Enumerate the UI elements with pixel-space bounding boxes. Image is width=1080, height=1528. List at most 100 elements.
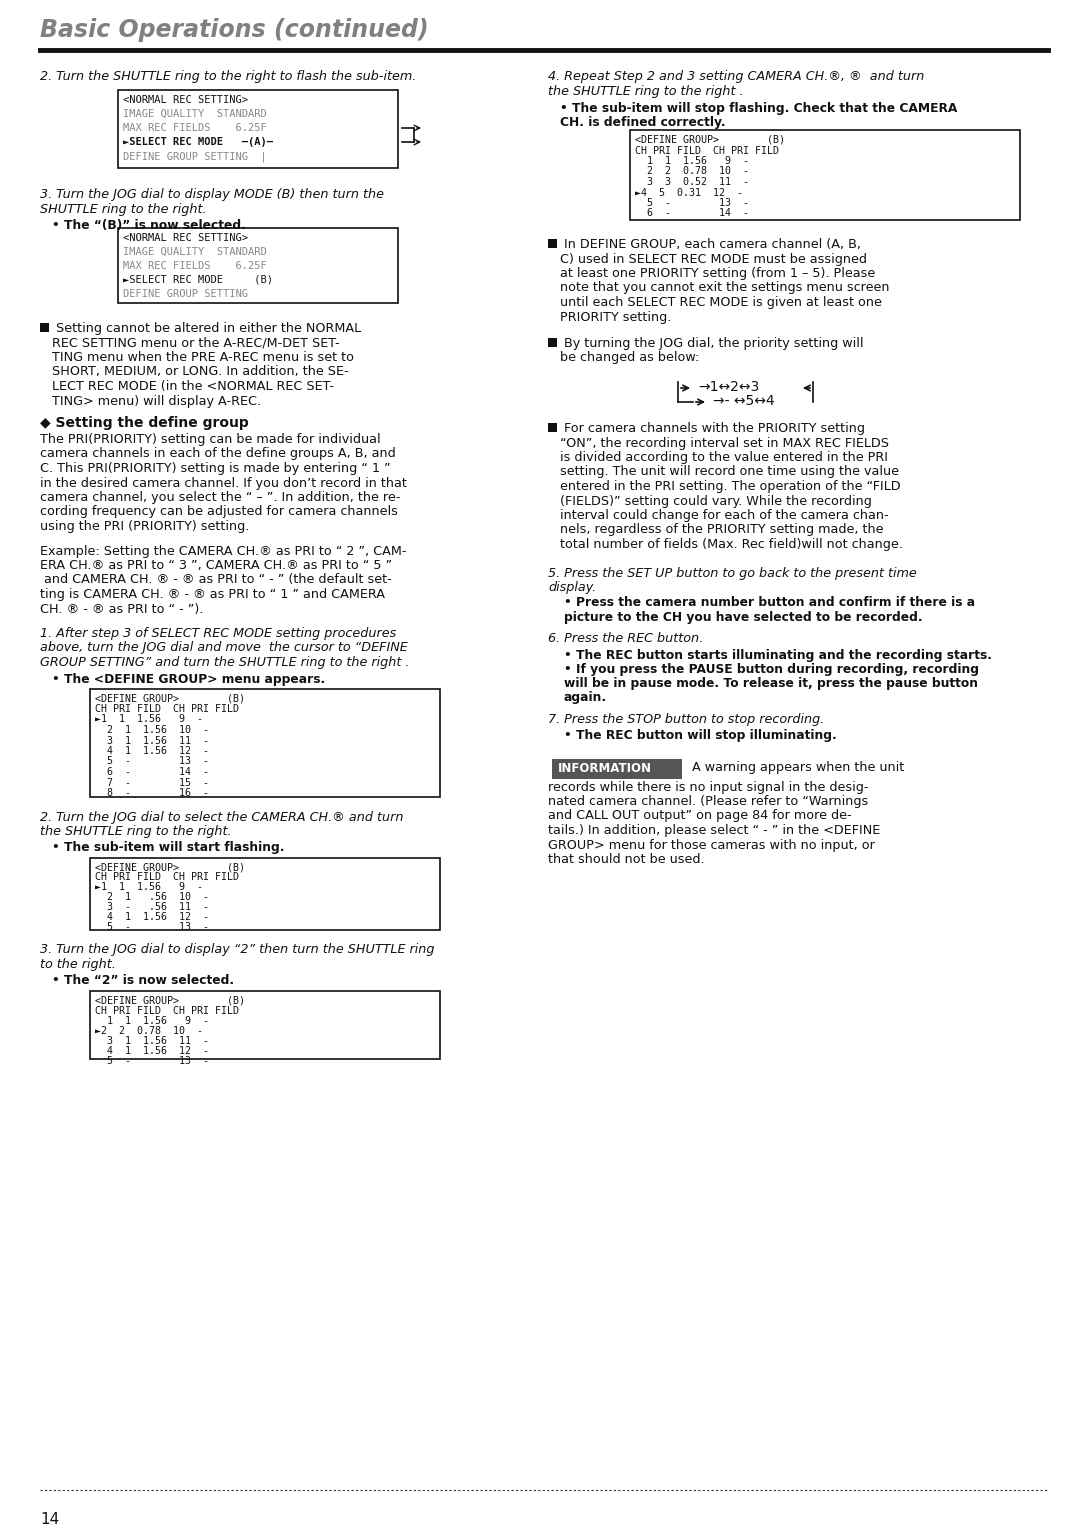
Text: 4  1  1.56  12  -: 4 1 1.56 12 - (95, 1045, 210, 1056)
Text: • The sub-item will start flashing.: • The sub-item will start flashing. (52, 842, 284, 854)
Text: at least one PRIORITY setting (from 1 – 5). Please: at least one PRIORITY setting (from 1 – … (561, 267, 875, 280)
Text: SHUTTLE ring to the right.: SHUTTLE ring to the right. (40, 203, 206, 215)
Text: 6. Press the REC button.: 6. Press the REC button. (548, 633, 703, 645)
Text: <DEFINE GROUP>        (B): <DEFINE GROUP> (B) (635, 134, 785, 145)
Text: Example: Setting the CAMERA CH.® as PRI to “ 2 ”, CAM-: Example: Setting the CAMERA CH.® as PRI … (40, 544, 406, 558)
Text: • The <DEFINE GROUP> menu appears.: • The <DEFINE GROUP> menu appears. (52, 672, 325, 686)
Text: CH. ® - ® as PRI to “ - ”).: CH. ® - ® as PRI to “ - ”). (40, 602, 203, 616)
Text: 4  1  1.56  12  -: 4 1 1.56 12 - (95, 912, 210, 923)
Bar (548, 338, 557, 347)
Text: “ON”, the recording interval set in MAX REC FIELDS: “ON”, the recording interval set in MAX … (561, 437, 889, 449)
Bar (548, 423, 557, 432)
Text: 5  -        13  -: 5 - 13 - (95, 1056, 210, 1065)
Text: 1  1  1.56   9  -: 1 1 1.56 9 - (635, 156, 750, 167)
Text: IMAGE QUALITY  STANDARD: IMAGE QUALITY STANDARD (123, 108, 267, 119)
Text: C. This PRI(PRIORITY) setting is made by entering “ 1 ”: C. This PRI(PRIORITY) setting is made by… (40, 461, 391, 475)
Text: until each SELECT REC MODE is given at least one: until each SELECT REC MODE is given at l… (561, 296, 882, 309)
Text: TING> menu) will display A-REC.: TING> menu) will display A-REC. (52, 394, 261, 408)
Text: 5  -        13  -: 5 - 13 - (635, 199, 750, 208)
Text: 5  -        13  -: 5 - 13 - (95, 923, 210, 932)
Text: ting is CAMERA CH. ® - ® as PRI to “ 1 ” and CAMERA: ting is CAMERA CH. ® - ® as PRI to “ 1 ”… (40, 588, 384, 601)
Text: SHORT, MEDIUM, or LONG. In addition, the SE-: SHORT, MEDIUM, or LONG. In addition, the… (52, 365, 349, 379)
Text: 6  -        14  -: 6 - 14 - (95, 767, 210, 778)
Text: <NORMAL REC SETTING>: <NORMAL REC SETTING> (123, 95, 248, 105)
Text: 4  1  1.56  12  -: 4 1 1.56 12 - (95, 746, 210, 756)
Text: ◆ Setting the define group: ◆ Setting the define group (40, 416, 248, 429)
Text: MAX REC FIELDS    6.25F: MAX REC FIELDS 6.25F (123, 261, 267, 270)
Text: picture to the CH you have selected to be recorded.: picture to the CH you have selected to b… (564, 611, 922, 623)
Text: 3. Turn the JOG dial to display MODE (B) then turn the: 3. Turn the JOG dial to display MODE (B)… (40, 188, 384, 202)
Text: records while there is no input signal in the desig-: records while there is no input signal i… (548, 781, 868, 793)
Text: INFORMATION: INFORMATION (558, 761, 652, 775)
Text: PRIORITY setting.: PRIORITY setting. (561, 310, 672, 324)
Text: above, turn the JOG dial and move  the cursor to “DEFINE: above, turn the JOG dial and move the cu… (40, 642, 408, 654)
Text: 2. Turn the JOG dial to select the CAMERA CH.® and turn: 2. Turn the JOG dial to select the CAMER… (40, 810, 404, 824)
Text: that should not be used.: that should not be used. (548, 853, 704, 866)
Text: ►SELECT REC MODE     (B): ►SELECT REC MODE (B) (123, 275, 273, 286)
Text: <DEFINE GROUP>        (B): <DEFINE GROUP> (B) (95, 862, 245, 872)
Text: interval could change for each of the camera chan-: interval could change for each of the ca… (561, 509, 889, 523)
Text: ►1  1  1.56   9  -: ►1 1 1.56 9 - (95, 715, 203, 724)
Text: 7  -        15  -: 7 - 15 - (95, 778, 210, 787)
Text: 2  1  1.56  10  -: 2 1 1.56 10 - (95, 724, 210, 735)
Text: camera channels in each of the define groups A, B, and: camera channels in each of the define gr… (40, 448, 395, 460)
Text: is divided according to the value entered in the PRI: is divided according to the value entere… (561, 451, 888, 465)
Text: (FIELDS)” setting could vary. While the recording: (FIELDS)” setting could vary. While the … (561, 495, 872, 507)
Text: nels, regardless of the PRIORITY setting made, the: nels, regardless of the PRIORITY setting… (561, 524, 883, 536)
Text: CH PRI FILD  CH PRI FILD: CH PRI FILD CH PRI FILD (95, 1005, 239, 1016)
Text: In DEFINE GROUP, each camera channel (A, B,: In DEFINE GROUP, each camera channel (A,… (561, 238, 861, 251)
Text: 1  1  1.56   9  -: 1 1 1.56 9 - (95, 1016, 210, 1025)
Text: 7. Press the STOP button to stop recording.: 7. Press the STOP button to stop recordi… (548, 712, 824, 726)
Text: • The “2” is now selected.: • The “2” is now selected. (52, 975, 234, 987)
Text: the SHUTTLE ring to the right .: the SHUTTLE ring to the right . (548, 86, 743, 98)
Text: GROUP SETTING” and turn the SHUTTLE ring to the right .: GROUP SETTING” and turn the SHUTTLE ring… (40, 656, 409, 669)
Text: and CAMERA CH. ® - ® as PRI to “ - ” (the default set-: and CAMERA CH. ® - ® as PRI to “ - ” (th… (40, 573, 392, 587)
Text: • The “(B)” is now selected.: • The “(B)” is now selected. (52, 219, 246, 232)
Bar (630, 130, 1020, 220)
Text: CH PRI FILD  CH PRI FILD: CH PRI FILD CH PRI FILD (635, 145, 779, 156)
Text: cording frequency can be adjusted for camera channels: cording frequency can be adjusted for ca… (40, 506, 397, 518)
Bar (118, 228, 399, 303)
Text: →- ↔5↔4: →- ↔5↔4 (713, 394, 774, 408)
Text: →1↔2↔3: →1↔2↔3 (698, 380, 759, 394)
Text: and CALL OUT output” on page 84 for more de-: and CALL OUT output” on page 84 for more… (548, 810, 852, 822)
Text: 6  -        14  -: 6 - 14 - (635, 208, 750, 219)
Text: By turning the JOG dial, the priority setting will: By turning the JOG dial, the priority se… (561, 338, 864, 350)
Text: Basic Operations (continued): Basic Operations (continued) (40, 18, 429, 41)
Text: CH PRI FILD  CH PRI FILD: CH PRI FILD CH PRI FILD (95, 872, 239, 883)
Text: REC SETTING menu or the A-REC/M-DET SET-: REC SETTING menu or the A-REC/M-DET SET- (52, 336, 339, 350)
Text: CH PRI FILD  CH PRI FILD: CH PRI FILD CH PRI FILD (95, 704, 239, 714)
Bar (118, 90, 399, 168)
Text: 3  -   .56  11  -: 3 - .56 11 - (95, 903, 210, 912)
Text: TING menu when the PRE A-REC menu is set to: TING menu when the PRE A-REC menu is set… (52, 351, 354, 364)
Bar (90, 689, 440, 796)
Text: DEFINE GROUP SETTING: DEFINE GROUP SETTING (123, 289, 248, 299)
Text: 5. Press the SET UP button to go back to the present time: 5. Press the SET UP button to go back to… (548, 567, 917, 579)
Text: 14: 14 (40, 1513, 59, 1526)
Text: <DEFINE GROUP>        (B): <DEFINE GROUP> (B) (95, 996, 245, 1005)
Text: 2. Turn the SHUTTLE ring to the right to flash the sub-item.: 2. Turn the SHUTTLE ring to the right to… (40, 70, 416, 83)
Text: total number of fields (Max. Rec field)will not change.: total number of fields (Max. Rec field)w… (561, 538, 903, 552)
Text: ERA CH.® as PRI to “ 3 ”, CAMERA CH.® as PRI to “ 5 ”: ERA CH.® as PRI to “ 3 ”, CAMERA CH.® as… (40, 559, 392, 571)
Text: • The REC button starts illuminating and the recording starts.: • The REC button starts illuminating and… (564, 648, 993, 662)
Text: For camera channels with the PRIORITY setting: For camera channels with the PRIORITY se… (561, 422, 865, 435)
Text: ►4  5  0.31  12  -: ►4 5 0.31 12 - (635, 188, 743, 197)
Text: to the right.: to the right. (40, 958, 116, 970)
Text: 3  1  1.56  11  -: 3 1 1.56 11 - (95, 735, 210, 746)
Text: IMAGE QUALITY  STANDARD: IMAGE QUALITY STANDARD (123, 248, 267, 257)
Text: C) used in SELECT REC MODE must be assigned: C) used in SELECT REC MODE must be assig… (561, 252, 867, 266)
Text: will be in pause mode. To release it, press the pause button: will be in pause mode. To release it, pr… (564, 677, 978, 689)
Text: using the PRI (PRIORITY) setting.: using the PRI (PRIORITY) setting. (40, 520, 249, 533)
Text: Setting cannot be altered in either the NORMAL: Setting cannot be altered in either the … (52, 322, 361, 335)
Text: CH. is defined correctly.: CH. is defined correctly. (561, 116, 726, 128)
Text: camera channel, you select the “ – ”. In addition, the re-: camera channel, you select the “ – ”. In… (40, 490, 401, 504)
Text: 3. Turn the JOG dial to display “2” then turn the SHUTTLE ring: 3. Turn the JOG dial to display “2” then… (40, 943, 434, 957)
Text: 4. Repeat Step 2 and 3 setting CAMERA CH.®, ®  and turn: 4. Repeat Step 2 and 3 setting CAMERA CH… (548, 70, 924, 83)
Text: note that you cannot exit the settings menu screen: note that you cannot exit the settings m… (561, 281, 890, 295)
Text: ►1  1  1.56   9  -: ►1 1 1.56 9 - (95, 883, 203, 892)
Text: 8  -        16  -: 8 - 16 - (95, 788, 210, 798)
Text: GROUP> menu for those cameras with no input, or: GROUP> menu for those cameras with no in… (548, 839, 875, 851)
Text: 5  -        13  -: 5 - 13 - (95, 756, 210, 767)
Text: • The sub-item will stop flashing. Check that the CAMERA: • The sub-item will stop flashing. Check… (561, 102, 957, 115)
Text: ►2  2  0.78  10  -: ►2 2 0.78 10 - (95, 1025, 203, 1036)
